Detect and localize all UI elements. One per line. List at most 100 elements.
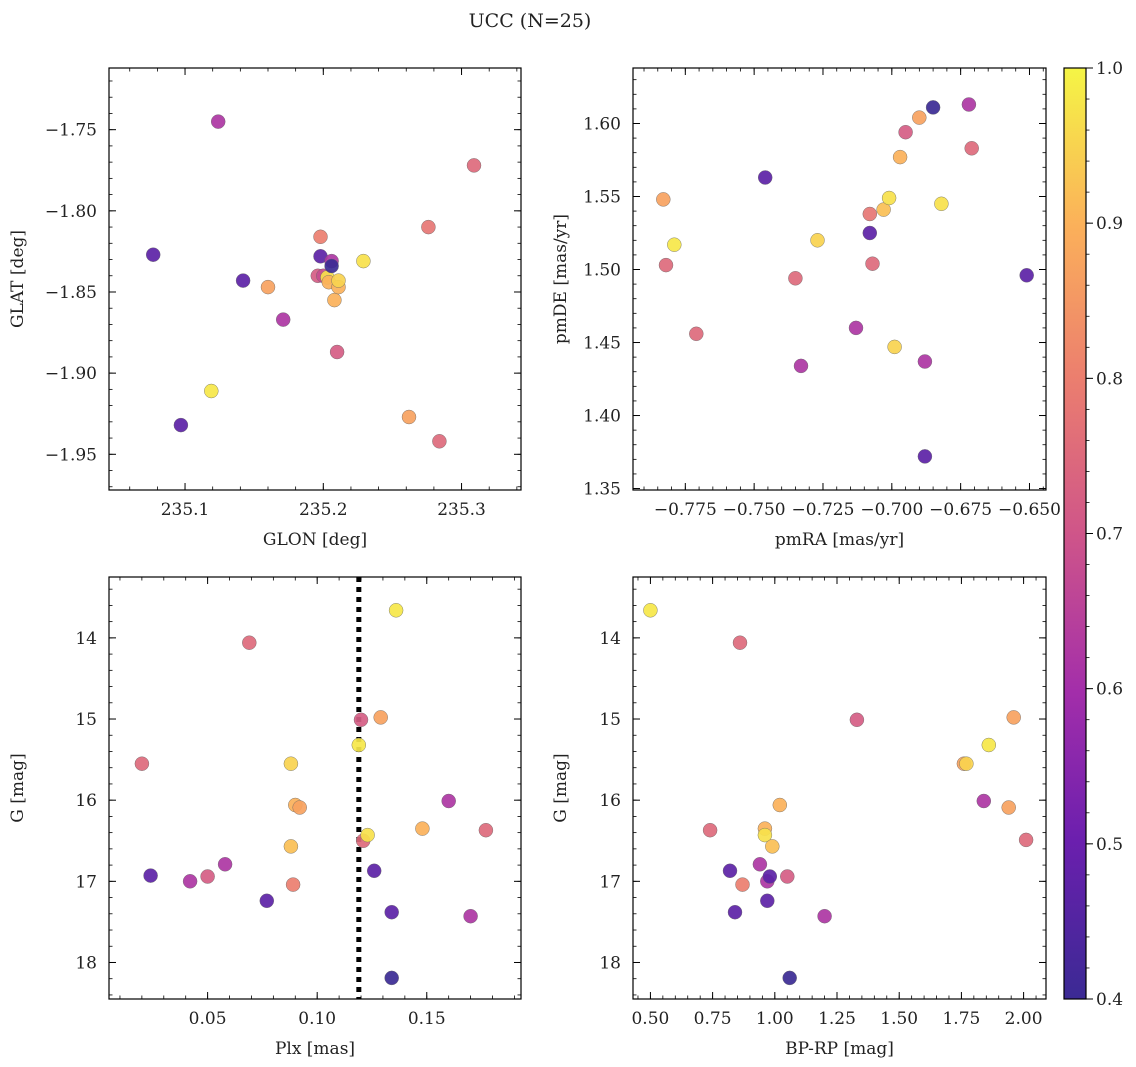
colorbar-tick-label: 0.5 xyxy=(1096,835,1123,855)
data-point xyxy=(917,449,933,464)
data-point xyxy=(145,247,161,262)
data-point xyxy=(143,868,158,883)
axis-ticks xyxy=(633,68,1046,490)
data-point xyxy=(331,273,346,288)
data-point xyxy=(727,905,743,920)
x-tick-label: −0.700 xyxy=(860,500,923,520)
data-point xyxy=(964,141,979,156)
y-tick-label: 18 xyxy=(75,953,97,973)
data-point xyxy=(388,603,404,618)
data-point xyxy=(1006,710,1021,725)
data-point xyxy=(356,253,371,269)
y-tick-label: 1.55 xyxy=(583,187,621,207)
x-tick-label: 1.50 xyxy=(880,1009,918,1029)
y-tick-label: 17 xyxy=(75,872,97,892)
data-point xyxy=(360,827,375,843)
y-tick-label: 14 xyxy=(75,629,97,649)
y-axis-label: GLAT [deg] xyxy=(8,230,28,328)
y-tick-label: −1.85 xyxy=(45,283,97,303)
y-tick-label: 1.35 xyxy=(583,480,621,500)
data-point xyxy=(283,756,299,771)
y-tick-label: −1.90 xyxy=(45,364,97,384)
data-point xyxy=(765,839,780,854)
y-axis-label: pmDE [mas/yr] xyxy=(551,214,571,344)
y-axis-label: G [mag] xyxy=(8,753,28,822)
panel-plx-g: 0.05 0.10 0.15 14 15 16 17 18 Plx [mas] G [mag] xyxy=(8,576,522,1059)
panel-glon-glat: 235.1 235.2 235.3 −1.75 −1.80 −1.85 −1.90 −1.95… xyxy=(8,67,522,550)
x-tick-label: 1.75 xyxy=(942,1009,980,1029)
data-point xyxy=(667,237,682,252)
x-tick-label: −0.750 xyxy=(723,500,786,520)
data-point xyxy=(702,823,718,838)
data-point xyxy=(432,434,447,449)
data-point xyxy=(1018,832,1034,848)
y-axis-label: G [mag] xyxy=(551,753,571,822)
data-point xyxy=(401,409,417,425)
x-tick-label: −0.725 xyxy=(792,500,855,520)
x-tick-label: −0.675 xyxy=(929,500,992,520)
data-point xyxy=(788,271,803,286)
x-tick-label: 235.3 xyxy=(437,500,486,520)
data-point xyxy=(173,417,189,433)
data-point xyxy=(478,823,494,838)
x-axis-label: pmRA [mas/yr] xyxy=(775,530,904,550)
data-point xyxy=(204,383,219,399)
data-point xyxy=(134,756,150,771)
y-tick-label: −1.95 xyxy=(45,445,97,465)
data-point xyxy=(292,800,307,815)
data-point xyxy=(887,339,902,355)
data-point xyxy=(760,893,775,908)
x-tick-label: −0.650 xyxy=(998,500,1061,520)
data-point xyxy=(912,110,927,125)
data-point xyxy=(735,877,750,892)
data-point xyxy=(961,97,977,112)
y-tick-label: 16 xyxy=(75,791,97,811)
x-tick-label: 1.00 xyxy=(756,1009,794,1029)
colorbar-gradient xyxy=(1063,67,1087,1000)
data-point xyxy=(329,344,345,360)
data-point xyxy=(210,114,226,129)
data-point xyxy=(925,100,941,115)
data-point xyxy=(463,909,478,924)
x-tick-label: 1.25 xyxy=(818,1009,856,1029)
data-point xyxy=(327,292,342,308)
data-point xyxy=(722,863,738,878)
data-point xyxy=(466,158,482,173)
data-point xyxy=(373,710,388,725)
data-point xyxy=(810,233,825,248)
data-point xyxy=(752,857,768,872)
y-tick-label: 1.45 xyxy=(583,334,621,354)
plot-frame xyxy=(632,67,1047,491)
y-tick-label: 14 xyxy=(599,629,621,649)
axis-ticks xyxy=(109,577,521,999)
x-tick-label: −0.775 xyxy=(654,500,717,520)
plot-frame xyxy=(108,67,522,491)
data-point xyxy=(849,712,865,727)
x-tick-label: 0.75 xyxy=(694,1009,732,1029)
data-point xyxy=(283,839,299,854)
data-point xyxy=(421,219,436,235)
data-point xyxy=(276,312,291,327)
y-tick-label: 1.50 xyxy=(583,261,621,281)
data-point xyxy=(235,273,251,288)
y-tick-label: −1.75 xyxy=(45,121,97,141)
y-tick-label: 18 xyxy=(599,953,621,973)
x-tick-label: 0.10 xyxy=(298,1009,336,1029)
y-tick-label: 1.60 xyxy=(583,114,621,134)
colorbar-tick-label: 0.6 xyxy=(1096,680,1123,700)
x-tick-label: 0.15 xyxy=(408,1009,446,1029)
colorbar-tick-label: 0.4 xyxy=(1096,990,1123,1010)
x-axis-label: Plx [mas] xyxy=(275,1039,355,1059)
data-point xyxy=(862,206,877,222)
data-point xyxy=(182,874,198,889)
data-point xyxy=(762,869,777,884)
data-point xyxy=(415,821,430,836)
data-point xyxy=(892,149,908,165)
data-point xyxy=(656,192,671,207)
data-point xyxy=(324,258,339,274)
data-point xyxy=(313,229,328,245)
data-point xyxy=(976,793,991,809)
data-point xyxy=(384,905,399,920)
x-tick-label: 2.00 xyxy=(1005,1009,1043,1029)
data-point xyxy=(732,635,748,650)
